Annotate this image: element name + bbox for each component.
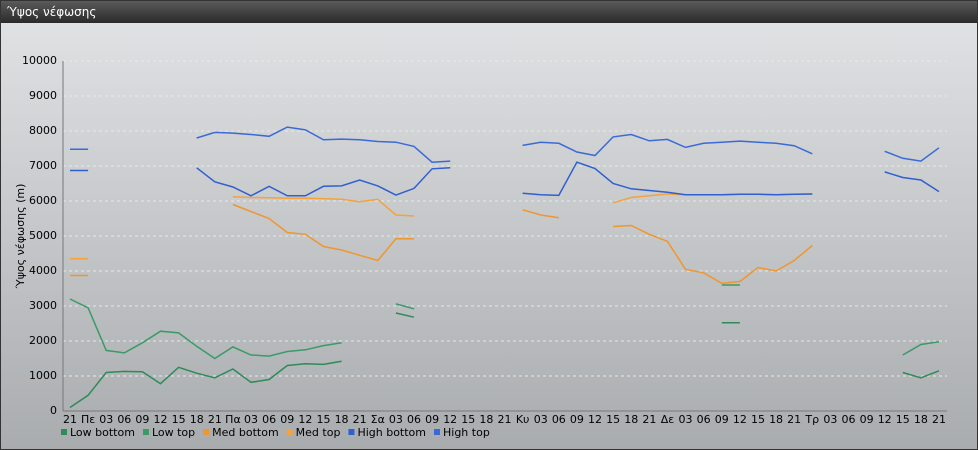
x-tick-label: Δε bbox=[661, 413, 675, 426]
legend-swatch bbox=[434, 429, 440, 435]
x-tick-label: 18 bbox=[624, 413, 638, 426]
x-tick-label: 06 bbox=[697, 413, 711, 426]
y-tick-label: 7000 bbox=[29, 159, 57, 172]
legend-swatch bbox=[142, 429, 149, 435]
legend-swatch bbox=[61, 429, 67, 435]
x-tick-label: 09 bbox=[135, 413, 149, 426]
x-tick-label: Κυ bbox=[516, 413, 530, 426]
x-tick-label: 21 bbox=[787, 413, 801, 426]
x-tick-label: 15 bbox=[172, 413, 186, 426]
y-tick-label: 3000 bbox=[29, 299, 57, 312]
x-tick-label: 06 bbox=[262, 413, 276, 426]
x-tick-label: 12 bbox=[443, 413, 457, 426]
x-tick-label: 15 bbox=[606, 413, 620, 426]
x-tick-label: 06 bbox=[552, 413, 566, 426]
y-tick-label: 6000 bbox=[29, 194, 57, 207]
y-axis-label: Ύψος νέφωσης (m) bbox=[14, 184, 27, 290]
x-tick-label: 21 bbox=[353, 413, 367, 426]
legend-swatch bbox=[286, 429, 293, 435]
x-tick-label: 21 bbox=[642, 413, 656, 426]
x-tick-label: 15 bbox=[751, 413, 765, 426]
x-tick-label: 09 bbox=[425, 413, 439, 426]
x-tick-label: Πε bbox=[81, 413, 95, 426]
x-tick-label: 03 bbox=[99, 413, 113, 426]
x-tick-label: 12 bbox=[733, 413, 747, 426]
legend-label: Med top bbox=[296, 426, 341, 439]
y-tick-label: 5000 bbox=[29, 229, 57, 242]
series-line bbox=[70, 126, 940, 163]
window-title: Ύψος νέφωσης bbox=[1, 1, 977, 23]
x-tick-label: 03 bbox=[389, 413, 403, 426]
x-tick-label: 18 bbox=[335, 413, 349, 426]
legend-swatch bbox=[348, 429, 355, 435]
x-tick-label: 09 bbox=[860, 413, 874, 426]
legend-label: Low bottom bbox=[70, 426, 135, 439]
x-tick-label: 18 bbox=[769, 413, 783, 426]
x-tick-label: 21 bbox=[63, 413, 77, 426]
x-tick-label: 09 bbox=[280, 413, 294, 426]
x-tick-label: 15 bbox=[461, 413, 475, 426]
x-tick-label: 03 bbox=[679, 413, 693, 426]
x-tick-label: 06 bbox=[117, 413, 131, 426]
x-tick-label: 12 bbox=[298, 413, 312, 426]
x-tick-label: 21 bbox=[208, 413, 222, 426]
y-tick-label: 1000 bbox=[29, 369, 57, 382]
series-line bbox=[70, 203, 813, 285]
x-tick-label: 18 bbox=[914, 413, 928, 426]
x-tick-label: 09 bbox=[570, 413, 584, 426]
x-tick-label: 15 bbox=[316, 413, 330, 426]
x-tick-label: 03 bbox=[823, 413, 837, 426]
x-tick-label: 12 bbox=[878, 413, 892, 426]
legend-label: Low top bbox=[152, 426, 195, 439]
x-tick-label: 03 bbox=[244, 413, 258, 426]
x-tick-label: 03 bbox=[534, 413, 548, 426]
x-tick-label: 06 bbox=[407, 413, 421, 426]
x-tick-label: 15 bbox=[896, 413, 910, 426]
legend-swatch bbox=[203, 429, 210, 435]
x-tick-label: 12 bbox=[154, 413, 168, 426]
x-tick-label: 21 bbox=[498, 413, 512, 426]
series-line bbox=[70, 161, 940, 197]
y-tick-label: 2000 bbox=[29, 334, 57, 347]
x-tick-label: 21 bbox=[932, 413, 946, 426]
x-tick-label: Τρ bbox=[804, 413, 819, 426]
y-tick-label: 4000 bbox=[29, 264, 57, 277]
x-tick-label: Πα bbox=[225, 413, 241, 426]
x-tick-label: 06 bbox=[841, 413, 855, 426]
legend-label: High bottom bbox=[357, 426, 426, 439]
legend-label: High top bbox=[443, 426, 490, 439]
x-tick-label: 09 bbox=[715, 413, 729, 426]
y-tick-label: 10000 bbox=[22, 54, 57, 67]
series-line bbox=[69, 284, 940, 360]
x-tick-label: Σα bbox=[371, 413, 385, 426]
legend-label: Med bottom bbox=[212, 426, 279, 439]
x-tick-label: 12 bbox=[588, 413, 602, 426]
series-line bbox=[69, 312, 940, 409]
y-tick-label: 9000 bbox=[29, 89, 57, 102]
x-tick-label: 18 bbox=[479, 413, 493, 426]
chart: Ύψος νέφωσης (m) 0 1000 2000 3000 4000 5000 60… bbox=[1, 23, 977, 449]
y-tick-label: 8000 bbox=[29, 124, 57, 137]
y-tick-label: 0 bbox=[50, 404, 57, 417]
x-tick-label: 18 bbox=[190, 413, 204, 426]
